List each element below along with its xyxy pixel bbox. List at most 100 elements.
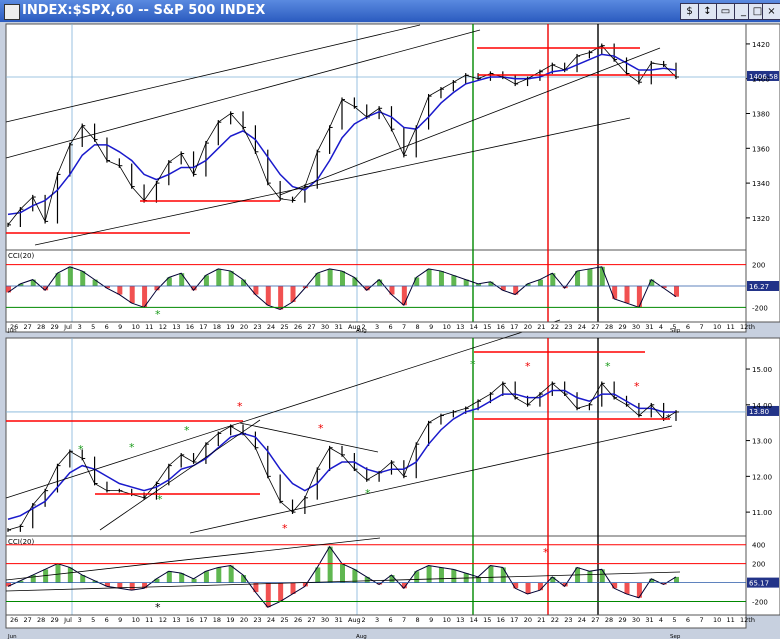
cci-bar <box>476 283 482 286</box>
window-title: INDEX:$SPX,60 -- S&P 500 INDEX <box>22 3 266 18</box>
cci-bar <box>463 279 469 286</box>
trend-line <box>5 537 381 581</box>
cci-bar <box>55 273 61 286</box>
date-tick-label: 20 <box>240 323 248 331</box>
app-icon <box>4 4 20 20</box>
cci-bar <box>265 286 271 306</box>
y-tick-label: 12.00 <box>752 473 772 481</box>
y-tick-label: 1380 <box>752 111 770 119</box>
date-tick-label: 30 <box>632 323 640 331</box>
cci-bar <box>537 279 543 286</box>
date-tick-label: 24 <box>267 616 275 624</box>
date-tick-label: 29 <box>51 323 59 331</box>
cci-bar <box>488 565 494 583</box>
cci-bar <box>129 582 135 591</box>
cci-bar <box>104 582 110 587</box>
close-button[interactable]: × <box>762 3 780 20</box>
cci-bar <box>142 582 148 589</box>
date-tick-label: 23 <box>564 323 572 331</box>
date-tick-label: 2 <box>361 616 365 624</box>
cci-bar <box>228 271 234 286</box>
cci-bar <box>6 286 11 293</box>
cci-bar <box>92 580 98 583</box>
date-tick-label: 16 <box>186 323 194 331</box>
cci-bar <box>488 281 494 286</box>
cci-bar <box>525 582 531 594</box>
cci-bar <box>401 286 407 306</box>
date-tick-label: 7 <box>699 323 703 331</box>
annotation-star: * <box>605 360 611 373</box>
restore-icon[interactable]: ▭ <box>716 3 735 20</box>
date-tick-label: 13 <box>172 616 180 624</box>
cci-bar <box>253 286 259 295</box>
cci-bar <box>587 571 593 583</box>
date-tick-label: 25 <box>280 616 288 624</box>
cci-bar <box>55 563 61 583</box>
date-tick-label: 6 <box>105 323 109 331</box>
annotation-star: * <box>470 358 476 371</box>
date-tick-label: 11 <box>726 616 734 624</box>
date-tick-label: 27 <box>307 616 315 624</box>
annotation-star: * <box>129 441 135 454</box>
cci-bar <box>253 582 259 593</box>
cci-bar <box>599 569 605 583</box>
date-tick-label: 9 <box>118 616 122 624</box>
cci-bar <box>451 569 457 583</box>
date-tick-label: 30 <box>321 616 329 624</box>
cci-bar <box>414 277 420 286</box>
date-tick-label: 24 <box>578 323 586 331</box>
cci-bar <box>674 576 679 583</box>
cci-bar <box>315 273 321 286</box>
cci-bar <box>327 268 333 286</box>
cci-bar <box>166 571 172 583</box>
cci-bar <box>92 279 98 286</box>
date-tick-label: 12th <box>740 323 755 331</box>
date-tick-label: 10 <box>713 323 721 331</box>
cci-bar <box>352 277 358 286</box>
date-tick-label: 23 <box>253 616 261 624</box>
cci-bar <box>80 575 86 583</box>
date-tick-label: 3 <box>78 323 82 331</box>
date-tick-label: 4 <box>659 323 663 331</box>
price-line <box>7 45 677 226</box>
date-tick-label: 10 <box>443 616 451 624</box>
cci-bar <box>426 565 432 583</box>
date-tick-label: 30 <box>321 323 329 331</box>
cci-panel-bg <box>5 535 747 616</box>
annotation-star: * <box>237 400 243 413</box>
title-bar[interactable]: INDEX:$SPX,60 -- S&P 500 INDEX $ ↕ ▭ _ □… <box>0 0 780 22</box>
date-tick-label: 22 <box>551 616 559 624</box>
cci-label: CCI(20) <box>8 252 34 260</box>
last-value-box <box>747 405 779 416</box>
month-label: Aug <box>356 328 367 334</box>
cci-bar <box>513 286 519 295</box>
cci-bar <box>649 279 655 286</box>
cci-last-box <box>747 577 779 588</box>
date-tick-label: 5 <box>672 323 676 331</box>
cci-bar <box>500 567 506 583</box>
date-tick-label: 15 <box>483 616 491 624</box>
cci-bar <box>278 582 284 602</box>
date-tick-label: 29 <box>618 616 626 624</box>
cci-bar <box>67 567 73 583</box>
last-value-box <box>747 70 779 81</box>
y-tick-label: 13.00 <box>752 438 772 446</box>
date-tick-label: 12 <box>159 323 167 331</box>
month-label: Jun <box>7 328 17 334</box>
cci-bar <box>438 271 444 286</box>
y-tick-label: 11.00 <box>752 509 772 517</box>
date-tick-label: 6 <box>389 323 393 331</box>
annotation-star: * <box>318 422 324 435</box>
date-tick-label: Jul <box>63 323 72 331</box>
date-tick-label: 18 <box>213 323 221 331</box>
annotation-star: * <box>155 601 161 614</box>
cci-bar <box>612 582 618 589</box>
date-tick-label: Aug <box>348 616 361 624</box>
cci-bar <box>302 582 308 587</box>
cci-bar <box>228 565 234 583</box>
date-tick-label: 26 <box>10 616 18 624</box>
cci-tick-label: -200 <box>752 599 768 607</box>
cci-bar <box>624 286 630 304</box>
date-tick-label: 9 <box>429 323 433 331</box>
